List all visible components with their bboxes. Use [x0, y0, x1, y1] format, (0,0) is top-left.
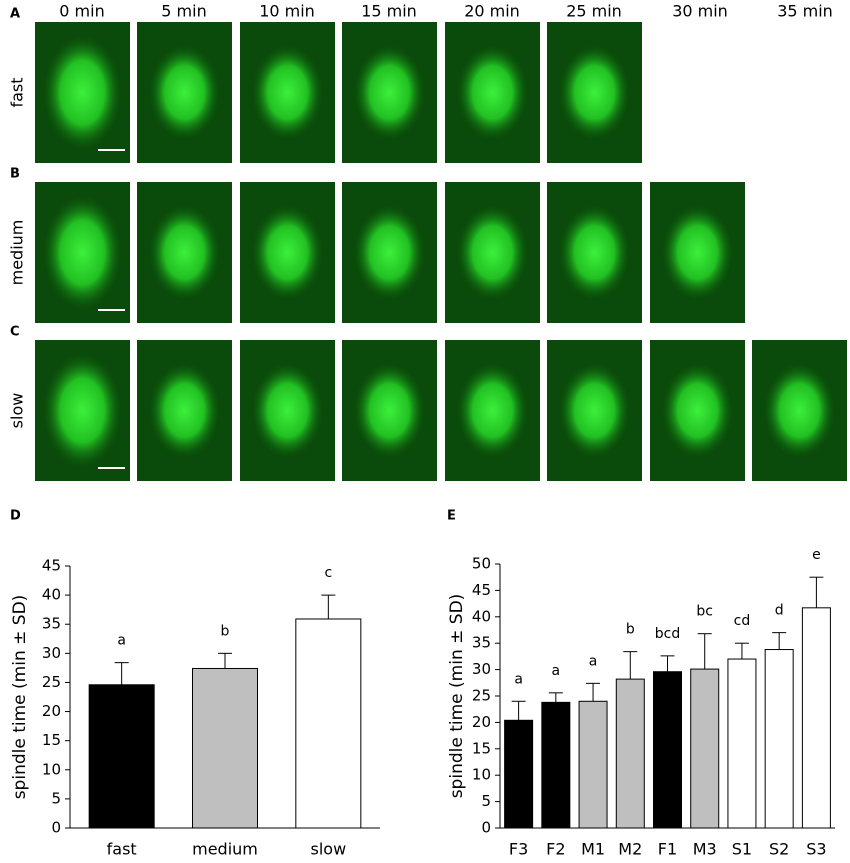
- cell-signal: [42, 34, 123, 151]
- bar: [801, 607, 831, 829]
- cell-signal: [456, 204, 529, 301]
- significance-label: b: [221, 623, 230, 639]
- y-tick-label: 15: [42, 731, 61, 749]
- y-tick-label: 35: [42, 615, 61, 633]
- y-tick-label: 0: [51, 819, 61, 837]
- x-tick-label: M1: [581, 840, 605, 859]
- cell-signal: [148, 362, 221, 459]
- bar: [504, 719, 534, 829]
- time-label: 30 min: [672, 2, 728, 21]
- bar: [578, 700, 608, 829]
- y-tick-label: 45: [42, 557, 61, 575]
- cell-signal: [456, 44, 529, 141]
- bar: [295, 618, 362, 829]
- row-label: medium: [8, 220, 27, 286]
- significance-label: b: [626, 622, 635, 638]
- x-tick-label: slow: [311, 840, 347, 859]
- cell-signal: [251, 204, 324, 301]
- y-tick-label: 10: [42, 760, 61, 778]
- significance-label: d: [775, 603, 784, 619]
- significance-label: a: [552, 663, 561, 679]
- cell-signal: [456, 362, 529, 459]
- y-tick-label: 0: [481, 819, 491, 837]
- cell-signal: [42, 352, 123, 469]
- cell-signal: [558, 362, 631, 459]
- x-tick-label: F2: [546, 840, 565, 859]
- x-tick-label: fast: [107, 840, 137, 859]
- panel-label: C: [10, 325, 20, 340]
- significance-label: c: [324, 565, 332, 581]
- y-axis-label: spindle time (min ± SD): [447, 594, 467, 799]
- cell-signal: [353, 44, 426, 141]
- x-tick-label: medium: [192, 840, 258, 859]
- significance-label: a: [117, 633, 126, 649]
- cell-signal: [661, 204, 734, 301]
- panel-label: D: [10, 509, 21, 524]
- panel-label: E: [447, 509, 456, 524]
- cell-signal: [42, 194, 123, 311]
- x-tick-label: S1: [732, 840, 752, 859]
- time-label: 5 min: [161, 2, 206, 21]
- y-tick-label: 30: [42, 644, 61, 662]
- bar: [541, 701, 571, 829]
- cell-signal: [251, 362, 324, 459]
- y-axis-label: spindle time (min ± SD): [10, 595, 30, 800]
- bar: [764, 649, 794, 829]
- cell-signal: [148, 204, 221, 301]
- time-label: 15 min: [361, 2, 417, 21]
- y-tick-label: 40: [472, 607, 491, 625]
- cell-signal: [763, 362, 836, 459]
- x-tick-label: M2: [618, 840, 642, 859]
- cell-signal: [558, 44, 631, 141]
- bar: [727, 658, 757, 829]
- panel-label: B: [10, 167, 20, 182]
- y-tick-label: 15: [472, 739, 491, 757]
- cell-signal: [251, 44, 324, 141]
- y-tick-label: 45: [472, 581, 491, 599]
- y-tick-label: 20: [42, 702, 61, 720]
- y-tick-label: 10: [472, 766, 491, 784]
- cell-signal: [353, 204, 426, 301]
- cell-signal: [558, 204, 631, 301]
- x-tick-label: S2: [769, 840, 789, 859]
- x-tick-label: F1: [658, 840, 677, 859]
- y-tick-label: 35: [472, 634, 491, 652]
- y-tick-label: 20: [472, 713, 491, 731]
- cell-signal: [148, 44, 221, 141]
- bar: [653, 671, 682, 829]
- significance-label: a: [514, 671, 523, 687]
- y-tick-label: 5: [481, 792, 491, 810]
- bar: [192, 667, 258, 829]
- time-label: 20 min: [464, 2, 520, 21]
- cell-signal: [661, 362, 734, 459]
- significance-label: e: [812, 547, 821, 563]
- significance-label: cd: [734, 613, 751, 629]
- bar: [690, 668, 720, 829]
- y-tick-label: 25: [42, 673, 61, 691]
- cell-signal: [353, 362, 426, 459]
- y-tick-label: 25: [472, 687, 491, 705]
- time-label: 25 min: [566, 2, 622, 21]
- row-label: fast: [8, 77, 27, 107]
- significance-label: bcd: [655, 626, 680, 642]
- y-tick-label: 30: [472, 660, 491, 678]
- significance-label: bc: [696, 604, 713, 620]
- row-label: slow: [8, 393, 27, 429]
- y-tick-label: 40: [42, 586, 61, 604]
- time-label: 35 min: [777, 2, 833, 21]
- time-label: 0 min: [59, 2, 104, 21]
- bar: [615, 678, 645, 829]
- y-tick-label: 50: [472, 555, 491, 573]
- x-tick-label: S3: [806, 840, 826, 859]
- panel-label: A: [10, 7, 20, 22]
- significance-label: a: [589, 653, 598, 669]
- x-tick-label: F3: [509, 840, 528, 859]
- time-label: 10 min: [259, 2, 315, 21]
- y-tick-label: 5: [51, 789, 61, 807]
- bar: [88, 684, 155, 829]
- x-tick-label: M3: [693, 840, 717, 859]
